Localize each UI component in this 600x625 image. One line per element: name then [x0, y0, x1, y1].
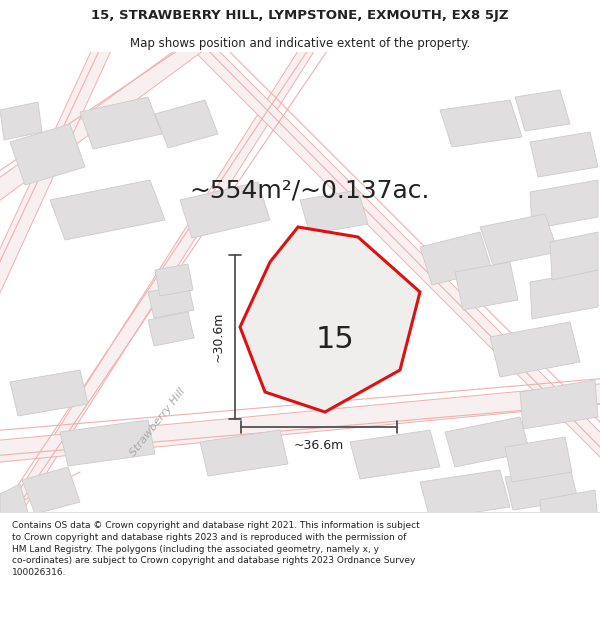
Polygon shape [148, 312, 194, 346]
Polygon shape [520, 380, 598, 429]
Polygon shape [240, 227, 420, 412]
Polygon shape [440, 100, 522, 147]
Polygon shape [200, 430, 288, 476]
Polygon shape [0, 382, 600, 464]
Text: 15: 15 [316, 326, 355, 354]
Polygon shape [50, 180, 165, 240]
Polygon shape [480, 214, 558, 265]
Text: 15, STRAWBERRY HILL, LYMPSTONE, EXMOUTH, EX8 5JZ: 15, STRAWBERRY HILL, LYMPSTONE, EXMOUTH,… [91, 9, 509, 22]
Polygon shape [420, 470, 510, 519]
Text: Strawberry Hill: Strawberry Hill [128, 386, 188, 458]
Polygon shape [550, 232, 598, 280]
Polygon shape [155, 100, 218, 148]
Polygon shape [530, 270, 598, 319]
Polygon shape [80, 97, 162, 149]
Polygon shape [445, 417, 530, 467]
Polygon shape [490, 322, 580, 377]
Polygon shape [0, 484, 30, 524]
Polygon shape [530, 132, 598, 177]
Polygon shape [0, 32, 215, 204]
Polygon shape [190, 32, 600, 467]
Polygon shape [350, 430, 440, 479]
Polygon shape [0, 32, 115, 304]
Polygon shape [0, 32, 320, 562]
Polygon shape [155, 264, 193, 296]
Polygon shape [180, 182, 270, 238]
Text: ~30.6m: ~30.6m [212, 312, 225, 362]
Polygon shape [60, 420, 155, 466]
Polygon shape [10, 124, 85, 185]
Text: Contains OS data © Crown copyright and database right 2021. This information is : Contains OS data © Crown copyright and d… [12, 521, 420, 578]
Text: ~36.6m: ~36.6m [294, 439, 344, 452]
Polygon shape [530, 180, 598, 229]
Polygon shape [148, 284, 194, 318]
Polygon shape [0, 102, 42, 140]
Polygon shape [540, 490, 598, 530]
Polygon shape [505, 467, 578, 510]
Polygon shape [515, 90, 570, 131]
Polygon shape [505, 437, 572, 482]
Text: ~554m²/~0.137ac.: ~554m²/~0.137ac. [190, 178, 430, 202]
Polygon shape [300, 190, 368, 234]
Polygon shape [22, 467, 80, 514]
Polygon shape [420, 232, 492, 285]
Text: Map shows position and indicative extent of the property.: Map shows position and indicative extent… [130, 38, 470, 51]
Polygon shape [10, 370, 88, 416]
Polygon shape [455, 262, 518, 310]
